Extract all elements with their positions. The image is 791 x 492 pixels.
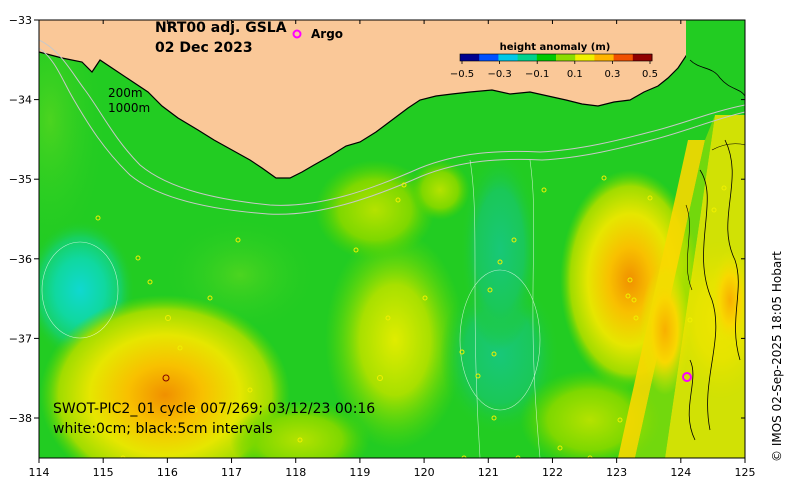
colorbar-swatch (613, 54, 634, 61)
depth-label-200m: 200m (108, 86, 143, 100)
y-tick-label: −34 (9, 94, 32, 107)
x-tick-label: 122 (542, 466, 563, 479)
colorbar-swatch (536, 54, 557, 61)
y-axis: −33 −34 −35 −36 −37 −38 (9, 14, 745, 425)
colorbar-swatch (575, 54, 595, 61)
float-marker-dark (162, 374, 170, 382)
colorbar-tick-label: 0.3 (604, 69, 620, 80)
x-tick-label: 120 (414, 466, 435, 479)
colorbar-swatch (460, 54, 480, 61)
x-tick-label: 115 (93, 466, 114, 479)
plot-frame (38, 19, 746, 459)
argo-legend-label: Argo (311, 27, 343, 41)
argo-float (682, 372, 692, 382)
map-title: NRT00 adj. GSLA (155, 20, 287, 36)
colorbar-swatch (517, 54, 538, 61)
colorbar-swatches (460, 54, 653, 61)
colorbar-swatch (594, 54, 615, 61)
x-tick-label: 121 (478, 466, 499, 479)
colorbar-frame (459, 53, 653, 62)
plot-area (39, 20, 745, 458)
colorbar-swatch (632, 54, 653, 61)
x-tick-label: 118 (285, 466, 306, 479)
colorbar-tick-label: −0.5 (450, 69, 474, 80)
y-tick-label: −33 (9, 14, 32, 27)
colorbar-tick-label: 0.5 (642, 69, 658, 80)
map-date: 02 Dec 2023 (155, 40, 253, 56)
contour-annotation: white:0cm; black:5cm intervals (53, 421, 273, 437)
colorbar-tick-label: 0.1 (567, 69, 583, 80)
x-tick-label: 119 (349, 466, 370, 479)
x-tick-label: 117 (221, 466, 242, 479)
colorbar-swatch (498, 54, 519, 61)
colorbar-tick-label: −0.1 (525, 69, 549, 80)
x-tick-label: 123 (606, 466, 627, 479)
zero-contours (41, 159, 541, 458)
swot-annotation: SWOT-PIC2_01 cycle 007/269; 03/12/23 00:… (53, 401, 375, 417)
isobath-1000m (39, 47, 745, 215)
y-tick-label: −36 (9, 253, 32, 266)
x-axis: 114 115 116 117 118 119 120 121 122 123 124 125 (29, 20, 756, 479)
argo-legend-icon (292, 29, 302, 39)
colorbar-ticks: −0.5 −0.3 −0.1 0.1 0.3 0.5 (450, 61, 658, 80)
colorbar-title: height anomaly (m) (500, 42, 611, 53)
isobath-200m (39, 39, 745, 206)
x-tick-label: 125 (735, 466, 756, 479)
x-tick-label: 114 (29, 466, 50, 479)
colorbar-swatch (479, 54, 499, 61)
depth-label-1000m: 1000m (108, 101, 150, 115)
colorbar-swatch (556, 54, 576, 61)
y-tick-label: −38 (9, 412, 32, 425)
coastline (39, 20, 701, 179)
x-tick-label: 124 (670, 466, 691, 479)
colorbar-tick-label: −0.3 (487, 69, 511, 80)
float-markers (95, 175, 727, 458)
swot-swath (618, 115, 745, 458)
y-tick-label: −35 (9, 173, 32, 186)
credit-text: © IMOS 02-Sep-2025 18:05 Hobart (770, 251, 784, 462)
x-tick-label: 116 (157, 466, 178, 479)
y-tick-label: −37 (9, 332, 32, 345)
colorbar: height anomaly (m) −0.5 −0.3 −0.1 0.1 0.3 0.5 (450, 42, 658, 80)
